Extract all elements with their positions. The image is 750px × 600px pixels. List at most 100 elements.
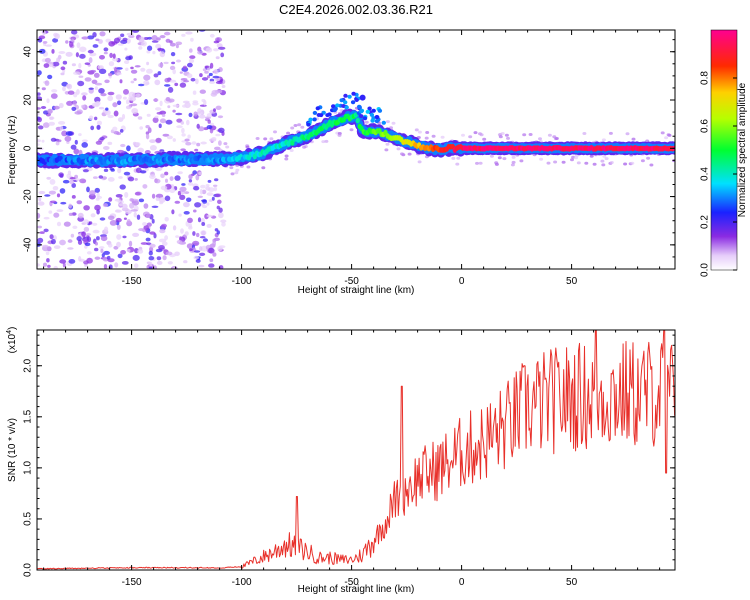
noise-speck xyxy=(137,147,144,153)
noise-speck xyxy=(213,184,218,187)
noise-speck xyxy=(170,52,176,57)
noise-speck xyxy=(189,48,193,53)
noise-speck xyxy=(164,235,169,241)
noise-speck xyxy=(121,113,126,120)
noise-speck xyxy=(155,43,162,49)
noise-speck xyxy=(221,85,226,88)
haze-speck xyxy=(576,161,581,165)
noise-speck xyxy=(56,139,62,143)
noise-speck xyxy=(37,117,42,123)
noise-speck xyxy=(172,69,176,75)
noise-speck xyxy=(86,257,93,264)
noise-speck xyxy=(186,73,193,78)
noise-speck xyxy=(87,49,94,54)
noise-speck xyxy=(160,173,165,179)
noise-speck xyxy=(161,113,166,117)
noise-speck xyxy=(56,57,61,63)
noise-speck xyxy=(43,262,47,267)
noise-speck xyxy=(71,63,76,67)
noise-speck xyxy=(58,102,64,109)
noise-speck xyxy=(187,134,191,139)
noise-speck xyxy=(53,105,60,110)
noise-speck xyxy=(214,89,223,94)
noise-speck xyxy=(94,247,99,252)
noise-speck xyxy=(98,246,105,249)
noise-speck xyxy=(125,67,129,72)
noise-speck xyxy=(68,259,76,264)
noise-speck xyxy=(68,203,72,209)
noise-speck xyxy=(199,188,203,195)
noise-speck xyxy=(139,170,147,174)
haze-speck xyxy=(554,137,559,140)
noise-speck xyxy=(95,101,101,106)
noise-speck xyxy=(185,31,193,35)
noise-speck xyxy=(71,183,76,188)
haze-speck xyxy=(337,133,342,137)
noise-speck xyxy=(138,36,145,43)
noise-speck xyxy=(176,125,183,129)
noise-speck xyxy=(53,235,57,241)
haze-speck xyxy=(364,120,369,124)
noise-speck xyxy=(196,123,200,129)
noise-speck xyxy=(125,56,132,61)
haze-speck xyxy=(473,131,478,135)
noise-speck xyxy=(77,212,84,219)
noise-speck xyxy=(107,215,115,221)
noise-speck xyxy=(67,247,74,250)
haze-speck xyxy=(553,160,558,164)
noise-speck xyxy=(108,72,113,77)
noise-speck xyxy=(52,61,60,67)
noise-speck xyxy=(179,82,187,88)
noise-speck xyxy=(37,70,42,76)
haze-speck xyxy=(482,137,487,141)
ridge-scatter xyxy=(367,106,372,111)
y-tick-label: 20 xyxy=(23,94,34,106)
noise-speck xyxy=(50,238,56,245)
x-tick-label: -100 xyxy=(232,276,252,287)
noise-speck xyxy=(146,242,152,246)
noise-speck xyxy=(124,47,128,51)
noise-speck xyxy=(151,35,158,41)
noise-speck xyxy=(92,229,100,234)
noise-speck xyxy=(218,140,222,146)
noise-speck xyxy=(209,80,216,84)
noise-speck xyxy=(56,209,64,213)
ridge-scatter xyxy=(354,98,359,102)
noise-speck xyxy=(195,78,199,85)
noise-speck xyxy=(119,129,124,133)
haze-speck xyxy=(456,156,461,160)
noise-speck xyxy=(100,93,107,97)
noise-speck xyxy=(130,66,134,70)
noise-speck xyxy=(132,254,140,261)
noise-speck xyxy=(197,50,204,55)
noise-speck xyxy=(197,217,202,223)
noise-speck xyxy=(134,191,141,196)
noise-speck xyxy=(126,145,131,152)
noise-speck xyxy=(53,245,61,250)
noise-speck xyxy=(96,236,100,241)
noise-speck xyxy=(156,256,162,261)
noise-speck xyxy=(81,139,88,143)
noise-speck xyxy=(200,184,206,189)
noise-speck xyxy=(183,80,190,83)
noise-speck xyxy=(211,137,217,141)
colorbar-gradient xyxy=(710,29,738,271)
haze-speck xyxy=(261,166,266,170)
noise-speck xyxy=(120,143,126,148)
noise-speck xyxy=(95,38,100,42)
noise-speck xyxy=(89,69,97,73)
noise-speck xyxy=(201,222,206,226)
top-y-axis-label: Frequency (Hz) xyxy=(7,116,18,185)
x-tick-label: 50 xyxy=(566,276,578,287)
haze-speck xyxy=(646,156,651,160)
noise-speck xyxy=(67,239,73,243)
noise-speck xyxy=(159,100,163,107)
noise-speck xyxy=(193,111,198,117)
noise-speck xyxy=(165,251,173,256)
top-chart-title: C2E4.2026.002.03.36.R21 xyxy=(279,2,433,17)
haze-speck xyxy=(592,162,597,166)
noise-speck xyxy=(75,52,79,58)
noise-speck xyxy=(59,239,66,246)
noise-speck xyxy=(95,140,103,145)
haze-speck xyxy=(498,135,503,139)
